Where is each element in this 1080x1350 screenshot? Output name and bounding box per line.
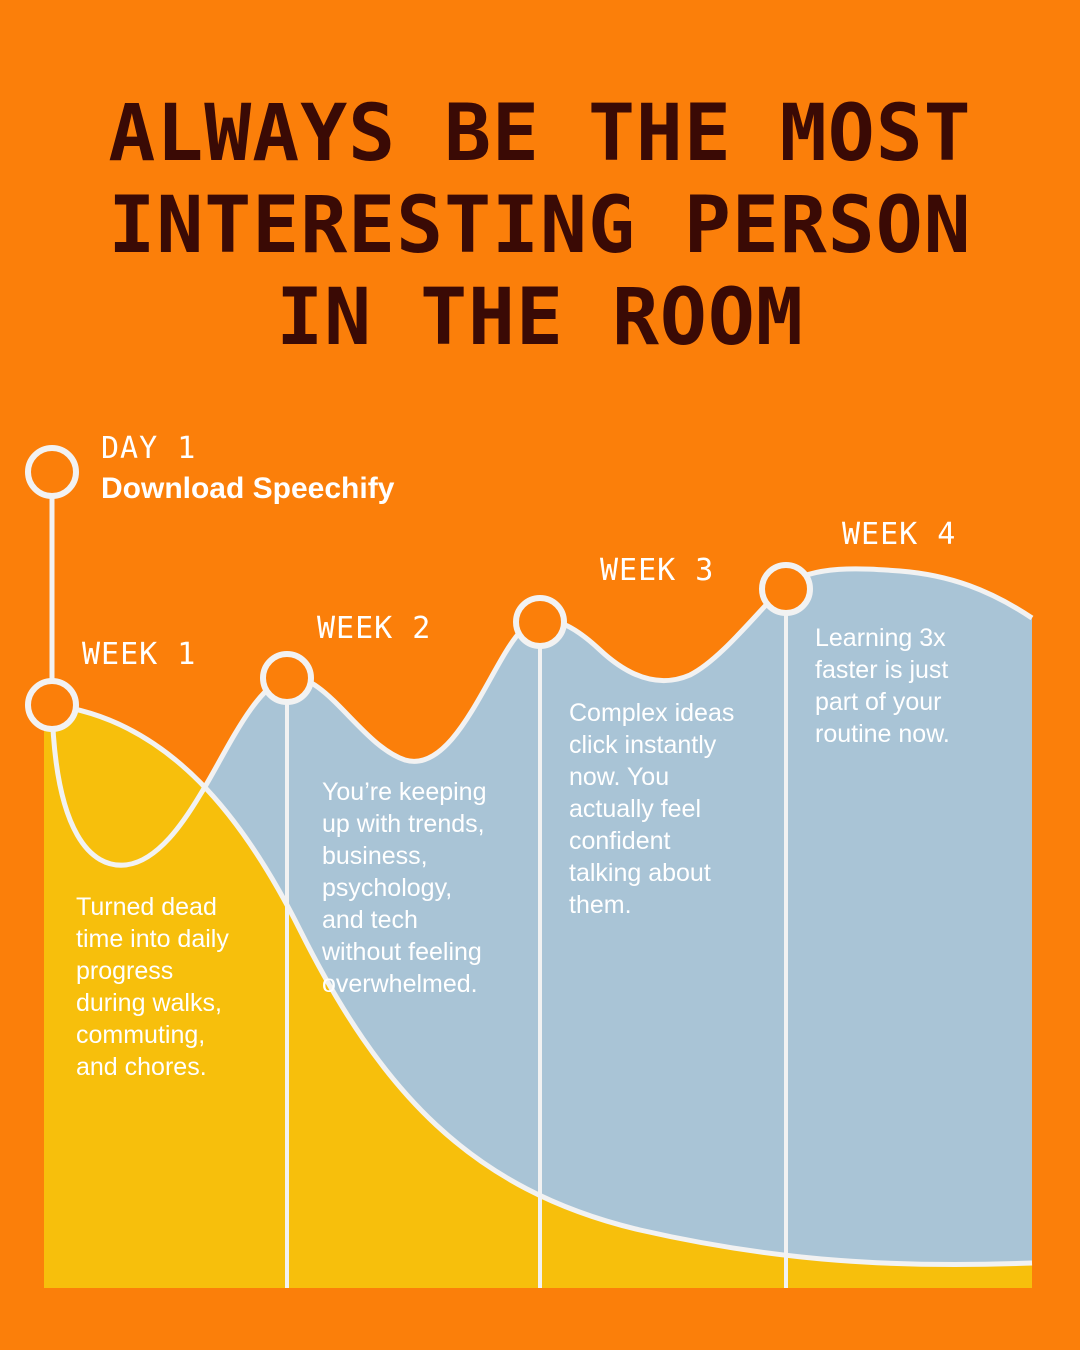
week3-description-line: them.: [569, 891, 632, 919]
week3-marker: [513, 595, 567, 649]
headline-line-2: INTERESTING PERSON: [108, 181, 972, 271]
yellow-area: [44, 705, 1032, 1288]
week2-description-line: You’re keeping: [322, 778, 487, 806]
week1-description-line: and chores.: [76, 1053, 207, 1081]
yellow-curve-line: [51, 702, 1033, 1268]
day1-subtitle: Download Speechify: [101, 472, 395, 505]
week3-description-line: confident: [569, 827, 671, 855]
week1-description-line: Turned dead: [76, 893, 217, 921]
week1-description: Turned dead time into daily progress dur…: [76, 891, 229, 1083]
week4-description-line: faster is just: [815, 656, 949, 684]
week2-label: WEEK 2: [317, 611, 432, 646]
week2-description-line: up with trends,: [322, 810, 485, 838]
week3-description-line: talking about: [569, 859, 711, 887]
week2-description: You’re keeping up with trends, business,…: [322, 776, 487, 1000]
week3-description-line: click instantly: [569, 731, 717, 759]
week4-description-line: routine now.: [815, 720, 950, 748]
week2-description-line: business,: [322, 842, 428, 870]
week3-label: WEEK 3: [600, 553, 715, 588]
week4-description-line: Learning 3x: [815, 624, 946, 652]
week1-description-line: during walks,: [76, 989, 222, 1017]
week1-marker: [25, 678, 79, 732]
week2-description-line: overwhelmed.: [322, 970, 478, 998]
day1-label: DAY 1: [101, 431, 197, 466]
headline: ALWAYS BE THE MOST INTERESTING PERSON IN…: [0, 88, 1080, 364]
week2-description-line: psychology,: [322, 874, 453, 902]
week1-description-line: time into daily: [76, 925, 229, 953]
week4-marker: [759, 562, 813, 616]
week1-description-line: progress: [76, 957, 174, 985]
week2-description-line: without feeling: [322, 938, 482, 966]
week3-description: Complex ideas click instantly now. You a…: [569, 697, 734, 921]
week1-description-line: commuting,: [76, 1021, 206, 1049]
week3-description-line: now. You: [569, 763, 670, 791]
week4-label: WEEK 4: [842, 517, 957, 552]
day1-marker: [25, 445, 79, 499]
week2-marker: [260, 651, 314, 705]
week1-label: WEEK 1: [82, 637, 197, 672]
week3-description-line: actually feel: [569, 795, 702, 823]
headline-line-3: IN THE ROOM: [276, 273, 804, 363]
week2-description-line: and tech: [322, 906, 418, 934]
week4-description-line: part of your: [815, 688, 942, 716]
headline-line-1: ALWAYS BE THE MOST: [108, 89, 972, 179]
week4-description: Learning 3x faster is just part of your …: [815, 622, 950, 750]
week3-description-line: Complex ideas: [569, 699, 735, 727]
